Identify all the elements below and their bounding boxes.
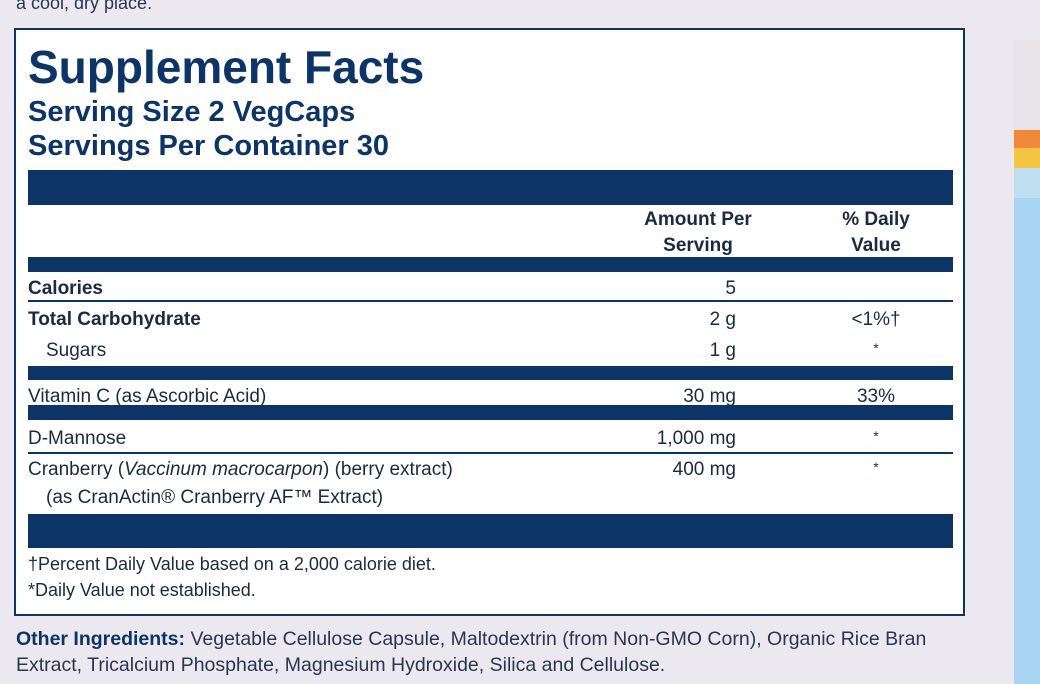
header-amount: Amount Per <box>644 209 752 230</box>
decor <box>1014 40 1040 130</box>
row-name: Cranberry (Vaccinum macrocarpon) (berry … <box>28 460 453 479</box>
row-name: Sugars <box>46 340 107 361</box>
row-dv: * <box>873 340 879 356</box>
divider-bar <box>28 405 953 420</box>
row-dv: * <box>873 428 879 444</box>
row-amount: 400 mg <box>672 459 736 480</box>
divider-line <box>28 452 953 454</box>
row-dv: <1%† <box>851 309 901 330</box>
header-dv: % Daily <box>842 209 910 230</box>
serving-size: Serving Size 2 VegCaps <box>28 96 356 128</box>
other-ingredients-text: Vegetable Cellulose Capsule, Maltodextri… <box>16 628 927 676</box>
row-detail: (as CranActin® Cranberry AF™ Extract) <box>46 487 384 508</box>
row-dv: * <box>873 459 879 475</box>
top-text: a cool, dry place. <box>16 0 153 13</box>
decor <box>1014 198 1040 684</box>
row-amount: 2 g <box>709 309 736 330</box>
header-amount: Serving <box>663 235 733 256</box>
row-name: Calories <box>28 278 103 299</box>
name-part: Cranberry ( <box>28 459 125 480</box>
facts-title: Supplement Facts <box>28 41 425 93</box>
decor <box>1014 130 1040 148</box>
row-amount: 5 <box>725 278 736 299</box>
name-part: Vaccinum macrocarpon <box>124 459 323 480</box>
facts-panel: Supplement Facts Serving Size 2 VegCaps … <box>14 28 965 616</box>
footnote: †Percent Daily Value based on a 2,000 ca… <box>28 554 436 574</box>
divider-bar <box>28 170 953 205</box>
divider-line <box>28 300 953 302</box>
other-ingredients: Other Ingredients: Vegetable Cellulose C… <box>16 626 976 678</box>
divider-bar <box>28 514 953 548</box>
row-name: Total Carbohydrate <box>28 309 201 330</box>
footnote: *Daily Value not established. <box>28 580 256 600</box>
row-amount: 1 g <box>709 340 736 361</box>
row-amount: 30 mg <box>683 386 736 407</box>
divider-bar <box>28 366 953 380</box>
name-part: ) (berry extract) <box>322 459 453 480</box>
other-ingredients-label: Other Ingredients: <box>16 628 186 650</box>
divider-bar <box>28 257 953 272</box>
row-dv: 33% <box>856 386 896 407</box>
header-dv: Value <box>851 235 901 256</box>
row-name: D-Mannose <box>28 428 127 449</box>
row-amount: 1,000 mg <box>656 428 736 449</box>
servings-per-container: Servings Per Container 30 <box>28 130 390 162</box>
decor <box>1014 168 1040 198</box>
decor <box>1014 148 1040 168</box>
row-name: Vitamin C (as Ascorbic Acid) <box>28 386 267 407</box>
